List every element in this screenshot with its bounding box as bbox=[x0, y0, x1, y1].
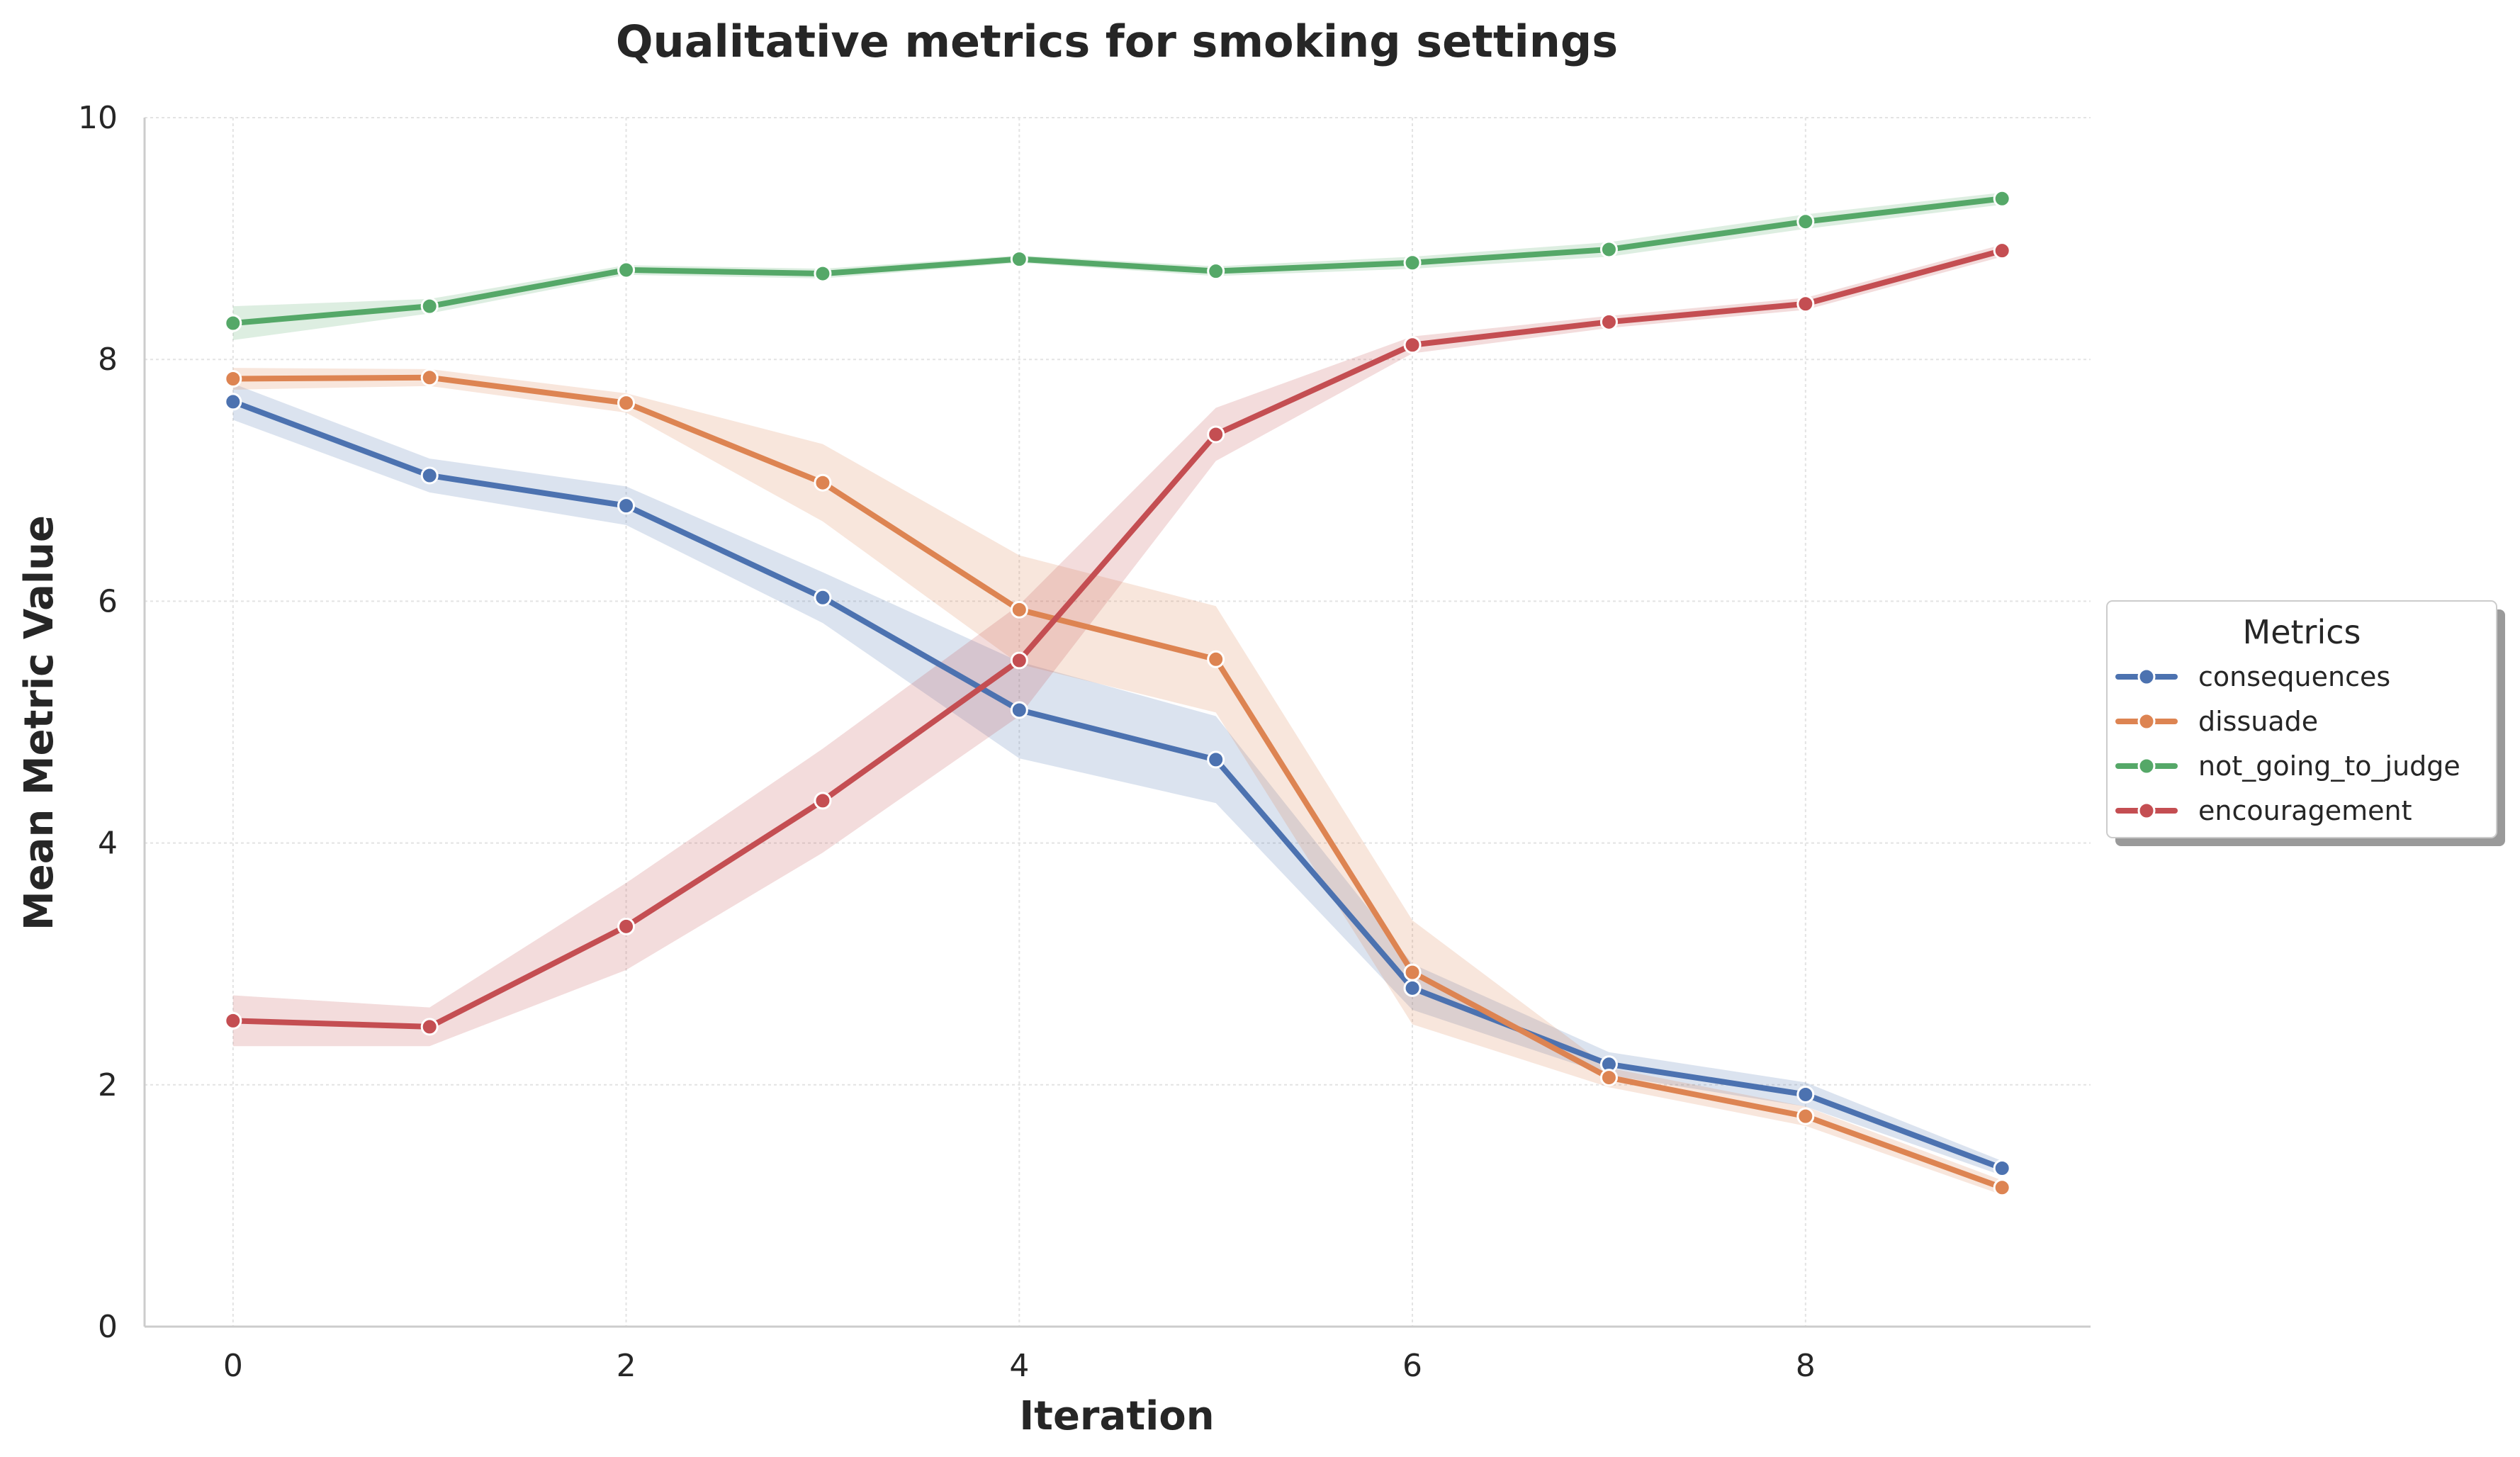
series-line-encouragement bbox=[230, 247, 2006, 1030]
data-point-consequences bbox=[617, 497, 636, 515]
legend-label-encouragement: encouragement bbox=[2198, 795, 2412, 826]
legend-items: consequences dissuade not_going_to_judgeen… bbox=[2115, 661, 2460, 826]
x-tick-label: 8 bbox=[1796, 1348, 1816, 1384]
legend-marker-dissuade bbox=[2137, 712, 2156, 731]
legend-title: Metrics bbox=[2243, 613, 2361, 651]
data-point-encouragement bbox=[814, 792, 832, 810]
x-tick-label: 4 bbox=[1009, 1348, 1029, 1384]
series-line-not_going_to_judge bbox=[230, 196, 2006, 327]
x-tick-label: 2 bbox=[617, 1348, 636, 1384]
data-point-not_going_to_judge bbox=[1403, 254, 1422, 272]
legend-marker-consequences bbox=[2137, 668, 2156, 686]
data-point-consequences bbox=[224, 393, 242, 411]
data-point-dissuade bbox=[1010, 600, 1028, 619]
data-point-not_going_to_judge bbox=[1796, 213, 1815, 231]
data-point-not_going_to_judge bbox=[1599, 240, 1618, 259]
data-point-encouragement bbox=[224, 1011, 242, 1030]
legend-label-consequences: consequences bbox=[2198, 661, 2390, 692]
data-point-consequences bbox=[420, 466, 439, 485]
data-point-dissuade bbox=[1993, 1178, 2011, 1197]
data-point-dissuade bbox=[1599, 1069, 1618, 1087]
data-point-encouragement bbox=[1599, 313, 1618, 331]
data-point-encouragement bbox=[1010, 651, 1028, 670]
series-line-consequences bbox=[230, 398, 2006, 1171]
data-point-consequences bbox=[1993, 1159, 2011, 1178]
data-point-not_going_to_judge bbox=[1207, 262, 1225, 281]
x-tick-label: 0 bbox=[223, 1348, 243, 1384]
data-point-dissuade bbox=[814, 473, 832, 492]
legend-label-not_going_to_judge: not_going_to_judge bbox=[2198, 750, 2460, 782]
data-point-consequences bbox=[1010, 701, 1028, 719]
plot-area: 0 2 4 6 8 0 2 4 6 8 10 bbox=[78, 100, 2091, 1384]
data-point-consequences bbox=[1403, 979, 1422, 997]
y-tick-label: 6 bbox=[98, 583, 118, 619]
data-point-consequences bbox=[814, 588, 832, 607]
x-tick-label: 6 bbox=[1402, 1348, 1422, 1384]
x-axis-label: Iteration bbox=[1019, 1393, 1214, 1439]
legend-marker-encouragement bbox=[2137, 801, 2156, 820]
data-point-dissuade bbox=[420, 369, 439, 387]
data-point-not_going_to_judge bbox=[814, 264, 832, 283]
data-point-dissuade bbox=[1403, 963, 1422, 981]
legend-marker-not_going_to_judge bbox=[2137, 757, 2156, 775]
series-line-dissuade bbox=[230, 374, 2006, 1191]
data-point-not_going_to_judge bbox=[420, 297, 439, 315]
data-point-not_going_to_judge bbox=[224, 314, 242, 332]
y-axis-label: Mean Metric Value bbox=[16, 515, 62, 930]
data-point-dissuade bbox=[1207, 650, 1225, 668]
data-point-not_going_to_judge bbox=[1010, 250, 1028, 269]
data-point-dissuade bbox=[1796, 1107, 1815, 1125]
data-point-dissuade bbox=[224, 369, 242, 388]
data-point-not_going_to_judge bbox=[1993, 189, 2011, 208]
data-point-encouragement bbox=[617, 917, 636, 935]
y-tick-label: 0 bbox=[98, 1309, 118, 1345]
y-tick-label: 2 bbox=[98, 1067, 118, 1103]
chart-title: Qualitative metrics for smoking settings bbox=[616, 16, 1618, 67]
data-point-encouragement bbox=[1796, 295, 1815, 313]
data-point-not_going_to_judge bbox=[617, 261, 636, 279]
y-tick-label: 4 bbox=[98, 826, 118, 862]
data-point-encouragement bbox=[1993, 242, 2011, 260]
y-tick-label: 8 bbox=[98, 342, 118, 378]
data-point-consequences bbox=[1796, 1085, 1815, 1103]
data-point-encouragement bbox=[1403, 336, 1422, 354]
confidence-band-consequences bbox=[232, 383, 2003, 1176]
data-point-encouragement bbox=[420, 1018, 439, 1036]
legend: Metrics consequences dissuade not_going_to… bbox=[2106, 600, 2505, 846]
y-tick-label: 10 bbox=[78, 100, 118, 136]
data-point-consequences bbox=[1207, 750, 1225, 769]
legend-label-dissuade: dissuade bbox=[2198, 706, 2318, 737]
legend-box bbox=[2106, 600, 2497, 838]
data-point-encouragement bbox=[1207, 425, 1225, 444]
data-point-dissuade bbox=[617, 394, 636, 412]
